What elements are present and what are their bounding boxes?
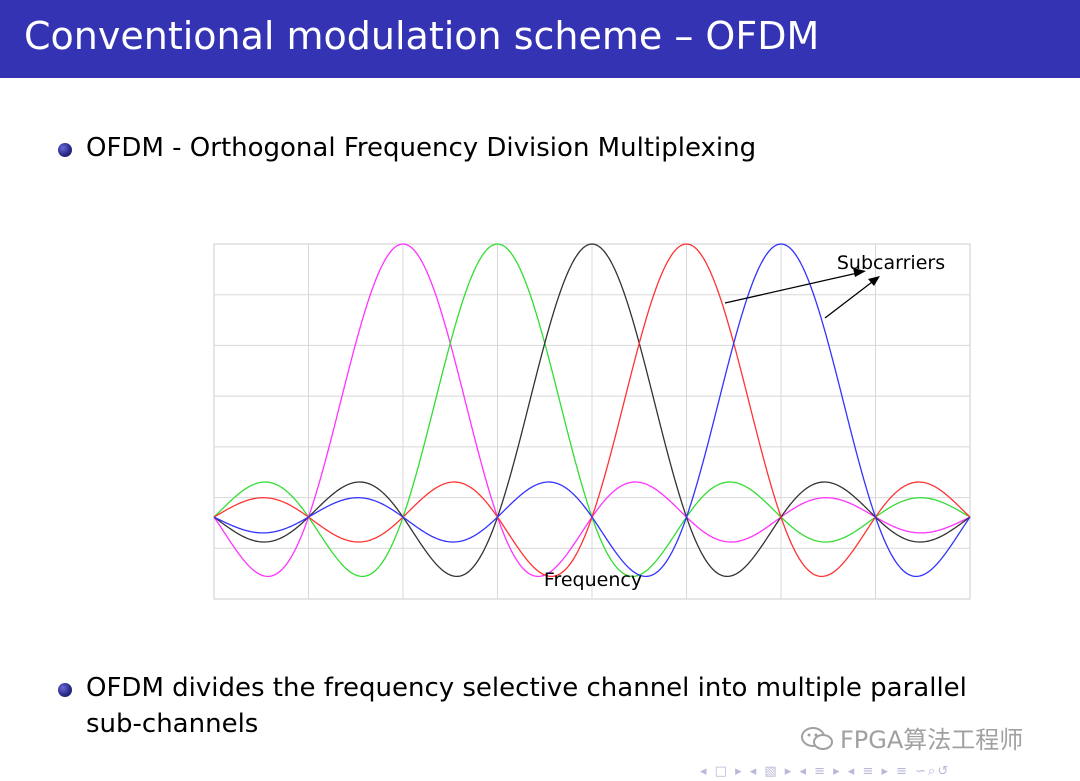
- bullet-text: OFDM - Orthogonal Frequency Division Mul…: [86, 130, 756, 166]
- annotation-arrow: [724, 271, 863, 304]
- slide-title: Conventional modulation scheme – OFDM: [24, 14, 820, 58]
- curves: [213, 243, 971, 578]
- annotation-arrowhead: [868, 276, 880, 286]
- x-axis-label: Frequency: [544, 569, 642, 591]
- grid: [214, 244, 970, 599]
- watermark: FPGA算法工程师: [800, 720, 1023, 755]
- nav-symbols[interactable]: ◂ □ ▸ ◂ ▧ ▸ ◂ ≡ ▸ ◂ ≡ ▸ ≡ ∽⌕↺: [700, 764, 951, 779]
- subcarrier-curve: [213, 243, 971, 578]
- wechat-icon: [801, 727, 833, 750]
- subcarrier-curve: [213, 243, 971, 578]
- subcarrier-curve: [213, 243, 971, 578]
- bullet-icon: [58, 143, 72, 157]
- bullet-text: OFDM divides the frequency selective cha…: [86, 670, 967, 742]
- subcarrier-curve: [213, 243, 971, 578]
- bullet-line: OFDM - Orthogonal Frequency Division Mul…: [86, 133, 757, 163]
- subcarrier-curve: [213, 243, 971, 578]
- bullet-line: OFDM divides the frequency selective cha…: [86, 673, 967, 703]
- bullet-icon: [58, 683, 72, 697]
- title-bar: Conventional modulation scheme – OFDM: [0, 0, 1080, 78]
- annotation-arrow: [824, 278, 877, 319]
- watermark-text: FPGA算法工程师: [840, 726, 1024, 754]
- plot-area: [213, 243, 971, 600]
- bullet-line: sub-channels: [86, 709, 259, 739]
- annotation-label: Subcarriers: [837, 252, 945, 274]
- annotation-arrowhead: [853, 268, 866, 277]
- beamer-nav-bar[interactable]: ◂ □ ▸ ◂ ▧ ▸ ◂ ≡ ▸ ◂ ≡ ▸ ≡ ∽⌕↺: [700, 764, 950, 779]
